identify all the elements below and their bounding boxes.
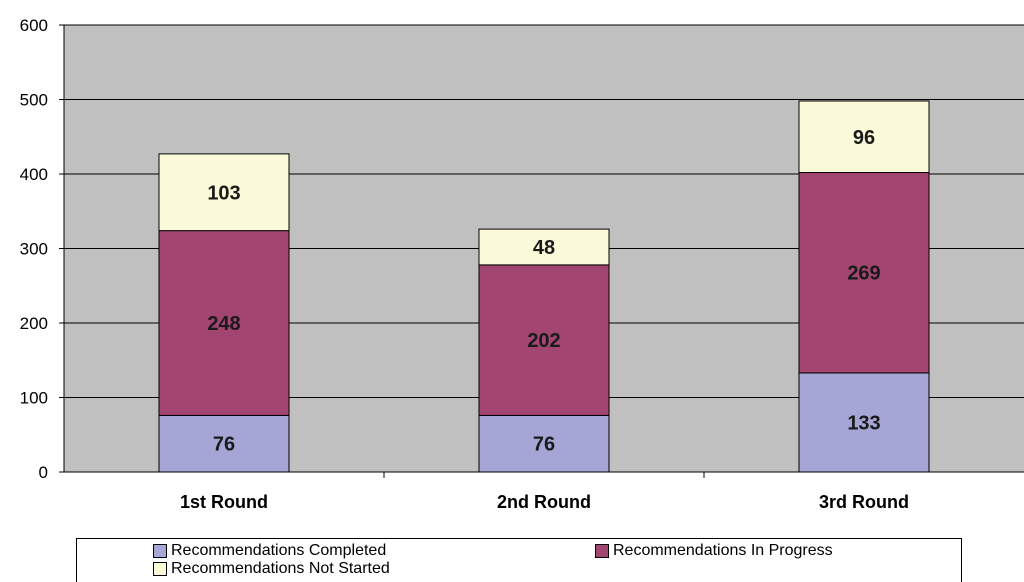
legend-item-in-progress: Recommendations In Progress (595, 542, 833, 559)
legend: Recommendations Completed Recommendation… (76, 538, 962, 582)
y-tick-label: 300 (20, 240, 48, 259)
bar-in-progress (158, 230, 290, 416)
y-tick-label: 400 (20, 165, 48, 184)
bar-in-progress (798, 172, 930, 374)
data-label: 248 (207, 313, 240, 335)
data-label: 96 (853, 127, 875, 149)
data-label: 202 (527, 330, 560, 352)
x-tick-label: 1st Round (180, 492, 268, 512)
legend-swatch-in-progress (595, 543, 609, 558)
bar-completed (798, 372, 930, 473)
x-tick-labels: 1st Round 2nd Round 3rd Round (180, 492, 909, 512)
bar-not-started (798, 100, 930, 174)
axes (59, 24, 1024, 478)
legend-item-not-started: Recommendations Not Started (153, 560, 390, 577)
data-label: 133 (847, 412, 880, 434)
stacked-bar-chart: 76 248 103 76 202 48 133 269 96 0 100 200 300 400 500… (20, 16, 1024, 512)
legend-item-completed: Recommendations Completed (153, 542, 386, 559)
y-tick-label: 100 (20, 389, 48, 408)
y-tick-label: 200 (20, 314, 48, 333)
data-label: 103 (207, 182, 240, 204)
bars: 76 248 103 76 202 48 133 269 96 (158, 100, 930, 473)
bar-not-started (478, 228, 610, 266)
x-tick-label: 2nd Round (497, 492, 591, 512)
bar-completed (478, 414, 610, 473)
data-label: 48 (533, 237, 555, 259)
legend-label-in-progress: Recommendations In Progress (613, 542, 833, 559)
bar-not-started (158, 153, 290, 232)
y-tick-labels: 0 100 200 300 400 500 600 (20, 16, 48, 482)
legend-label-not-started: Recommendations Not Started (171, 560, 390, 577)
y-tick-label: 600 (20, 16, 48, 35)
bar-in-progress (478, 264, 610, 416)
y-tick-label: 0 (39, 463, 48, 482)
data-label: 269 (847, 263, 880, 285)
legend-label-completed: Recommendations Completed (171, 542, 387, 559)
data-label: 76 (533, 434, 555, 456)
x-tick-label: 3rd Round (819, 492, 909, 512)
legend-swatch-completed (153, 543, 167, 558)
y-tick-label: 500 (20, 91, 48, 110)
legend-swatch-not-started (153, 561, 167, 576)
data-label: 76 (213, 434, 235, 456)
bar-completed (158, 414, 290, 473)
